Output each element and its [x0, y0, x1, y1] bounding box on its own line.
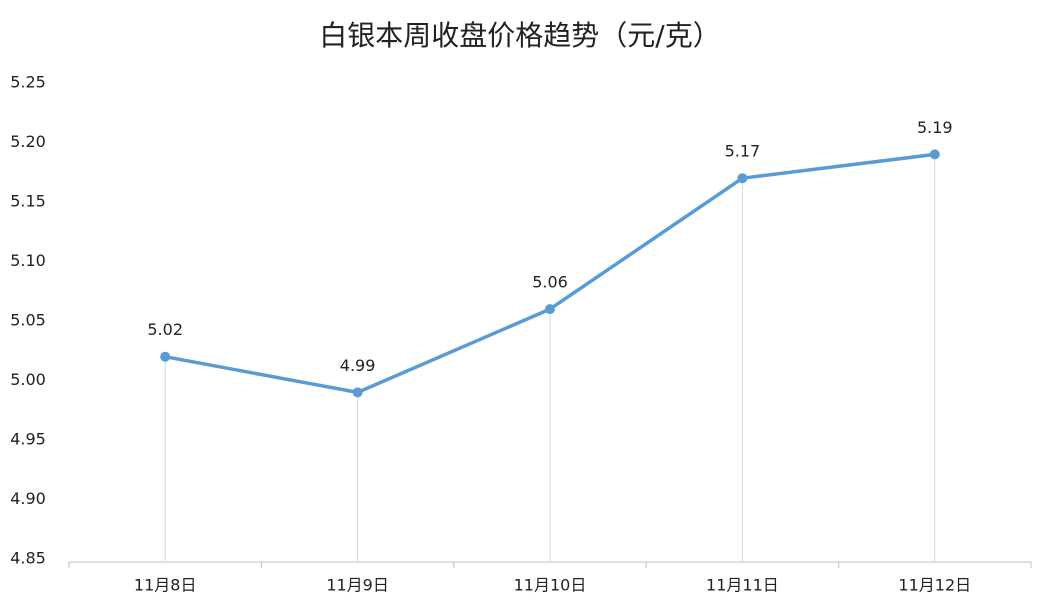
data-label: 5.06: [532, 273, 568, 292]
x-tick-label: 11月9日: [326, 576, 389, 595]
y-tick-label: 5.10: [10, 251, 46, 270]
data-point: [545, 304, 555, 315]
y-tick-label: 5.05: [10, 311, 46, 330]
data-point: [160, 351, 171, 362]
x-tick-label: 11月10日: [514, 576, 587, 595]
y-tick-label: 5.20: [10, 132, 46, 151]
y-tick-label: 5.25: [10, 73, 46, 92]
y-tick-label: 4.90: [10, 489, 46, 508]
x-tick-label: 11月8日: [134, 576, 197, 595]
data-label: 4.99: [340, 356, 376, 375]
data-point: [352, 387, 363, 398]
chart-title: 白银本周收盘价格趋势（元/克）: [319, 19, 720, 52]
y-tick-label: 5.00: [10, 370, 46, 389]
x-tick-label: 11月12日: [898, 576, 971, 595]
y-tick-label: 5.15: [10, 192, 46, 211]
data-point: [737, 173, 748, 184]
data-label: 5.17: [725, 142, 761, 161]
data-point: [929, 149, 940, 160]
x-tick-label: 11月11日: [706, 576, 779, 595]
data-label: 5.02: [147, 320, 183, 339]
y-tick-label: 4.85: [10, 549, 46, 568]
y-tick-label: 4.95: [10, 430, 46, 449]
data-label: 5.19: [917, 118, 953, 137]
